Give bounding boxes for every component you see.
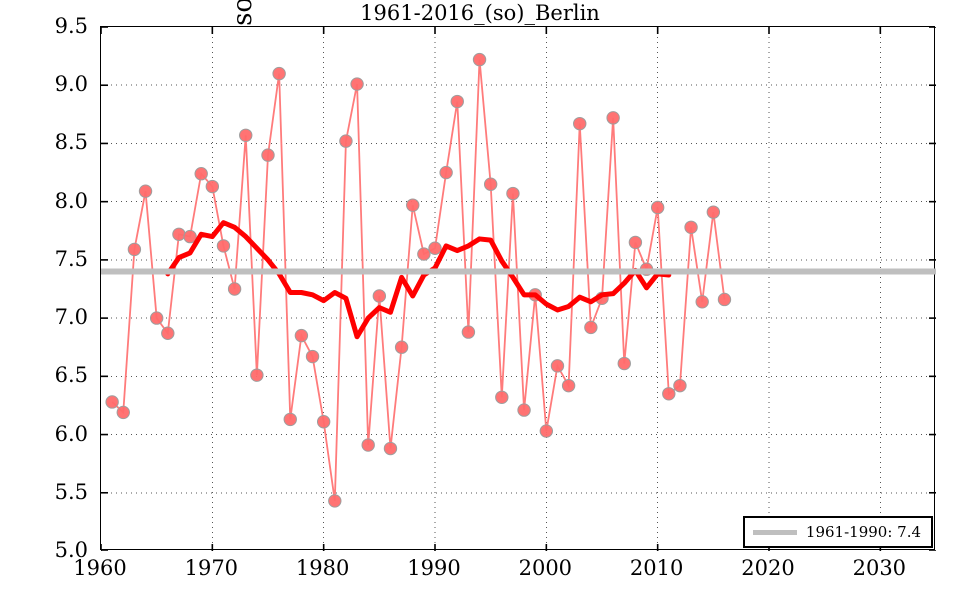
x-tick-label: 1990 [407, 556, 461, 580]
y-tick-label: 9.0 [54, 72, 88, 97]
chart-canvas [101, 27, 936, 551]
data-point [506, 186, 520, 201]
data-point [628, 235, 643, 250]
data-point [573, 116, 587, 131]
data-point [617, 356, 631, 371]
y-tick-label: 7.5 [54, 246, 88, 271]
data-point [394, 340, 409, 354]
data-point [383, 441, 398, 456]
data-point [250, 368, 264, 382]
legend-label-reference-line: 1961-1990: 7.4 [805, 523, 921, 541]
x-tick-label: 2010 [629, 556, 684, 580]
y-tick-label: 9.5 [54, 14, 88, 38]
data-point [650, 200, 665, 215]
annual-series-line [111, 59, 726, 502]
data-point [406, 198, 420, 212]
data-point [194, 167, 208, 181]
data-point [294, 328, 309, 343]
data-point [684, 220, 698, 234]
data-point [127, 242, 142, 257]
data-point [483, 177, 498, 191]
chart-title: 1961-2016_(so)_Berlin [360, 1, 600, 25]
data-point [495, 390, 509, 404]
data-point [706, 205, 721, 219]
data-point [584, 320, 598, 335]
data-point [172, 227, 186, 241]
y-tick-label: 8.0 [54, 188, 88, 213]
data-point [439, 165, 453, 180]
data-point [428, 241, 442, 255]
data-point [105, 395, 119, 409]
data-point [550, 359, 565, 373]
y-tick-label: 6.0 [54, 421, 88, 446]
data-point [695, 295, 709, 309]
data-point [561, 378, 576, 393]
x-tick-label: 2030 [852, 556, 907, 580]
data-point [116, 405, 130, 420]
y-tick-label: 7.0 [54, 305, 88, 330]
data-point [216, 239, 231, 253]
x-tick-label: 1980 [295, 556, 350, 580]
data-point [606, 111, 620, 125]
smoothed-trend-line [165, 220, 672, 340]
chart-legend: 1961-1990: 7.4 [742, 516, 933, 548]
data-point [227, 282, 242, 296]
y-tick-label: 8.5 [54, 130, 88, 155]
y-tick-label: 6.5 [54, 363, 88, 388]
data-point [450, 94, 464, 109]
x-tick-label: 1960 [73, 556, 127, 580]
data-point [339, 134, 353, 148]
data-point [461, 325, 476, 339]
data-point [662, 387, 676, 401]
data-point [517, 403, 531, 417]
data-point [239, 128, 253, 142]
data-point [417, 247, 431, 261]
x-tick-label: 2000 [518, 556, 573, 580]
data-point [272, 66, 286, 81]
grid-lines [101, 27, 936, 551]
y-tick-label: 5.5 [54, 479, 88, 504]
x-tick-label: 1970 [184, 556, 239, 580]
data-point [316, 415, 331, 429]
data-point [673, 378, 687, 393]
data-point [283, 412, 297, 427]
data-point [161, 326, 175, 340]
data-point [149, 311, 164, 325]
legend-swatch-reference-line [752, 529, 797, 535]
data-point [261, 148, 275, 162]
data-point [717, 292, 732, 307]
plot-area: 1961-1990: 7.4 [100, 26, 936, 551]
data-point [183, 229, 197, 244]
x-tick-label: 2020 [741, 556, 795, 580]
data-point [350, 77, 364, 91]
data-point [361, 438, 375, 452]
y-tick-label: 5.0 [54, 538, 88, 562]
data-point [138, 184, 153, 198]
data-point [328, 494, 342, 508]
data-point [372, 289, 387, 303]
data-point [205, 179, 220, 194]
data-point [305, 349, 320, 364]
data-point [472, 52, 487, 67]
data-point [539, 424, 554, 438]
